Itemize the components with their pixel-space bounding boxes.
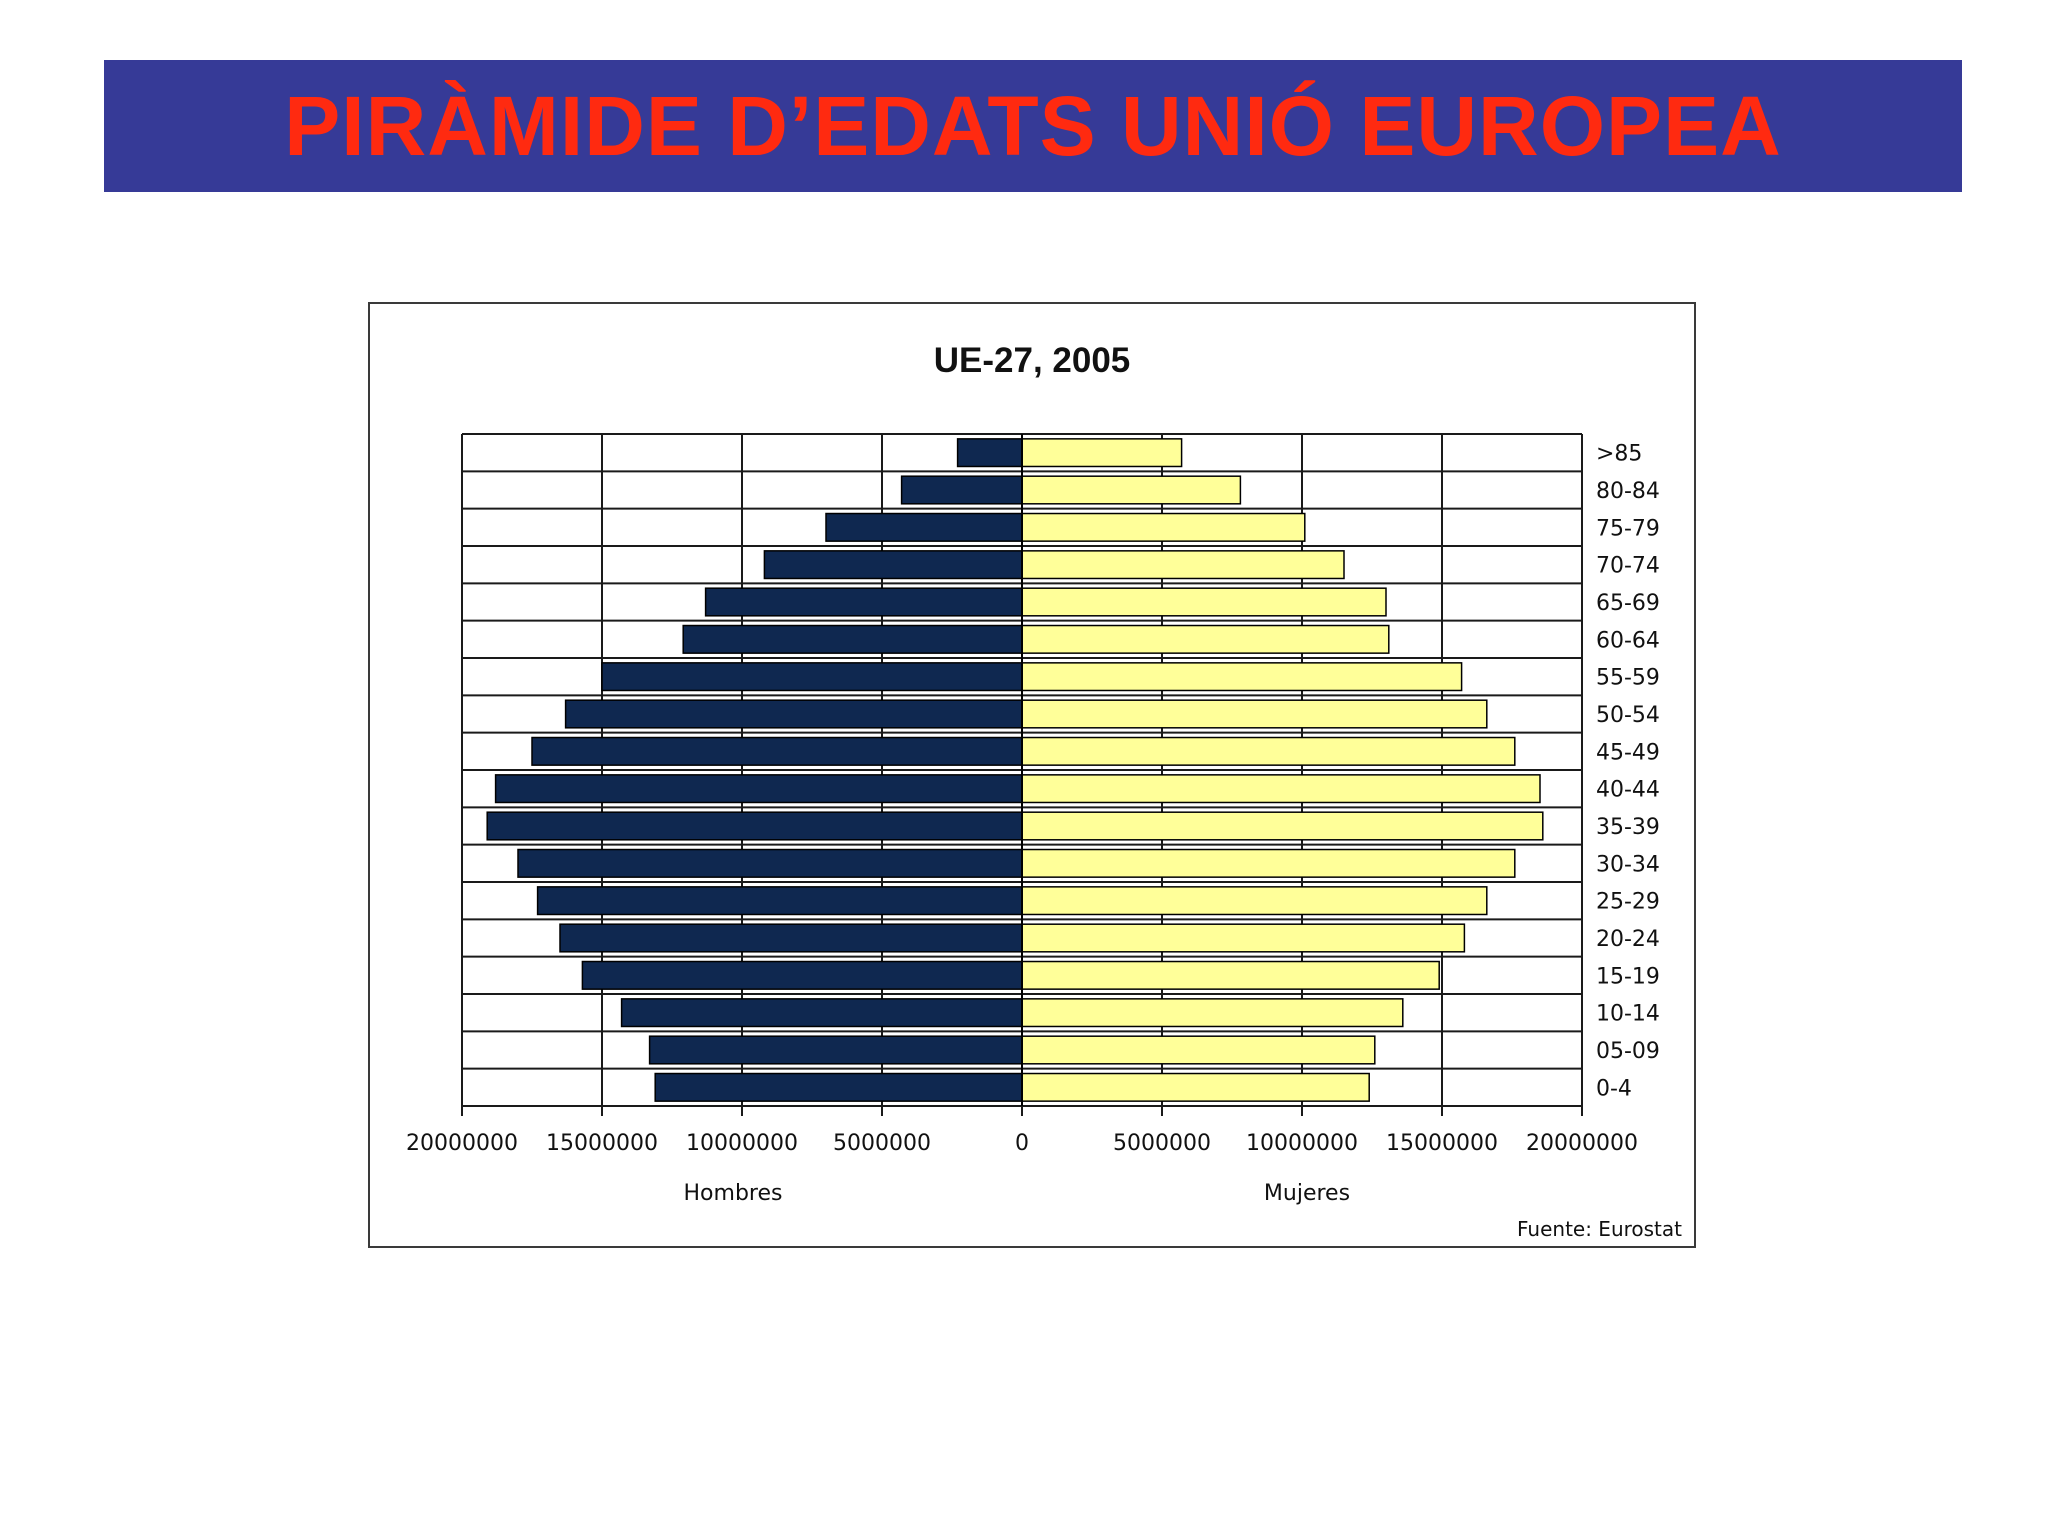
bar-mujeres-10-14 — [1021, 998, 1404, 1028]
source-note: Fuente: Eurostat — [1517, 1217, 1682, 1241]
bar-hombres-60-64 — [682, 624, 1023, 654]
bar-hombres-65-69 — [704, 587, 1023, 617]
bar-mujeres-60-64 — [1021, 624, 1390, 654]
age-label: 65-69 — [1596, 591, 1660, 616]
bar-hombres-20-24 — [559, 923, 1023, 953]
bar-mujeres-45-49 — [1021, 736, 1516, 766]
x-tick-label: 15000000 — [546, 1131, 658, 1156]
bar-hombres->85 — [956, 438, 1023, 468]
bar-hombres-70-74 — [763, 550, 1023, 580]
bar-mujeres-05-09 — [1021, 1035, 1376, 1065]
age-label: 70-74 — [1596, 554, 1660, 579]
bars-layer — [486, 434, 1544, 1106]
bar-hombres-40-44 — [494, 774, 1023, 804]
age-label: 0-4 — [1596, 1076, 1632, 1101]
bar-hombres-30-34 — [517, 848, 1023, 878]
x-tick-label: 15000000 — [1386, 1131, 1498, 1156]
age-label: >85 — [1596, 442, 1642, 467]
bar-mujeres-30-34 — [1021, 848, 1516, 878]
slide-title: PIRÀMIDE D’EDATS UNIÓ EUROPEA — [284, 79, 1782, 173]
bar-hombres-75-79 — [825, 512, 1023, 542]
age-label: 10-14 — [1596, 1002, 1660, 1027]
bar-hombres-80-84 — [900, 475, 1023, 505]
x-tick-label: 20000000 — [406, 1131, 518, 1156]
bar-hombres-05-09 — [648, 1035, 1023, 1065]
chart-title: UE-27, 2005 — [934, 341, 1131, 380]
title-banner: PIRÀMIDE D’EDATS UNIÓ EUROPEA — [104, 60, 1962, 192]
age-label: 60-64 — [1596, 628, 1660, 653]
x-tick-label: 0 — [1015, 1131, 1029, 1156]
x-tick-labels: 20000000 15000000 10000000 5000000 0 5000000 1… — [406, 1131, 1638, 1156]
bar-mujeres-35-39 — [1021, 811, 1544, 841]
age-label: 30-34 — [1596, 852, 1660, 877]
bar-mujeres-55-59 — [1021, 662, 1463, 692]
age-label: 20-24 — [1596, 927, 1660, 952]
age-label: 05-09 — [1596, 1039, 1660, 1064]
bar-mujeres-50-54 — [1021, 699, 1488, 729]
bar-mujeres-70-74 — [1021, 550, 1345, 580]
x-tick-label: 5000000 — [833, 1131, 931, 1156]
age-label: 55-59 — [1596, 666, 1660, 691]
bar-mujeres-20-24 — [1021, 923, 1466, 953]
bar-mujeres-15-19 — [1021, 960, 1440, 990]
bar-mujeres-80-84 — [1021, 475, 1242, 505]
x-tick-label: 10000000 — [686, 1131, 798, 1156]
x-tick-label: 5000000 — [1113, 1131, 1211, 1156]
bar-mujeres-40-44 — [1021, 774, 1541, 804]
bar-mujeres-65-69 — [1021, 587, 1387, 617]
bar-mujeres-75-79 — [1021, 512, 1306, 542]
bar-mujeres-25-29 — [1021, 886, 1488, 916]
population-pyramid-chart: UE-27, 2005 20000000 15000000 10000000 5000… — [406, 341, 1682, 1241]
x-tick-label: 20000000 — [1526, 1131, 1638, 1156]
bar-hombres-50-54 — [564, 699, 1023, 729]
bar-hombres-0-4 — [654, 1072, 1023, 1102]
bar-hombres-55-59 — [601, 662, 1023, 692]
bar-hombres-45-49 — [531, 736, 1023, 766]
x-axis-label-mujeres: Mujeres — [1264, 1181, 1350, 1206]
age-label: 80-84 — [1596, 479, 1660, 504]
bar-hombres-35-39 — [486, 811, 1023, 841]
age-group-labels: >85 80-84 75-79 70-74 65-69 60-64 55-59 50-54 45… — [1596, 442, 1660, 1102]
bar-hombres-15-19 — [581, 960, 1023, 990]
bar-hombres-25-29 — [536, 886, 1023, 916]
bar-mujeres->85 — [1021, 438, 1183, 468]
bar-hombres-10-14 — [620, 998, 1023, 1028]
x-axis-label-hombres: Hombres — [684, 1181, 783, 1206]
age-label: 25-29 — [1596, 890, 1660, 915]
age-label: 45-49 — [1596, 740, 1660, 765]
age-label: 40-44 — [1596, 778, 1660, 803]
bar-mujeres-0-4 — [1021, 1072, 1370, 1102]
x-tick-label: 10000000 — [1246, 1131, 1358, 1156]
age-label: 75-79 — [1596, 516, 1660, 541]
age-label: 15-19 — [1596, 964, 1660, 989]
age-label: 35-39 — [1596, 815, 1660, 840]
age-label: 50-54 — [1596, 703, 1660, 728]
chart-frame: UE-27, 2005 20000000 15000000 10000000 5000… — [368, 302, 1696, 1248]
